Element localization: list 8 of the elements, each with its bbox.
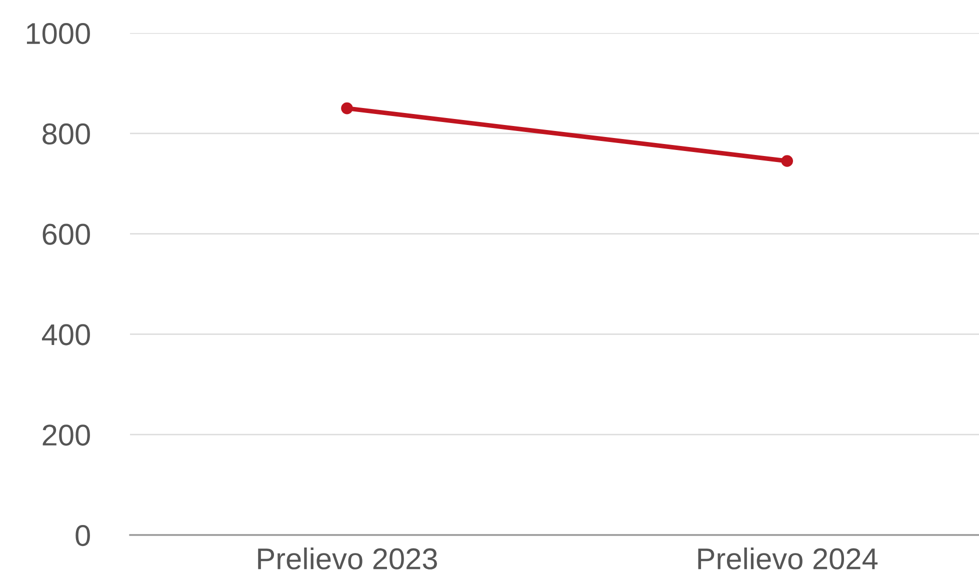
- y-tick-label: 800: [42, 123, 90, 145]
- x-tick-label: Prelievo 2023: [258, 548, 437, 570]
- y-tick-label: 600: [42, 224, 90, 245]
- y-tick-label: 0: [76, 524, 90, 546]
- y-tick-label: 200: [42, 424, 90, 446]
- y-tick-label: 400: [42, 324, 90, 346]
- x-tick-label: Prelievo 2024: [698, 548, 878, 570]
- y-tick-label: 1000: [26, 22, 90, 44]
